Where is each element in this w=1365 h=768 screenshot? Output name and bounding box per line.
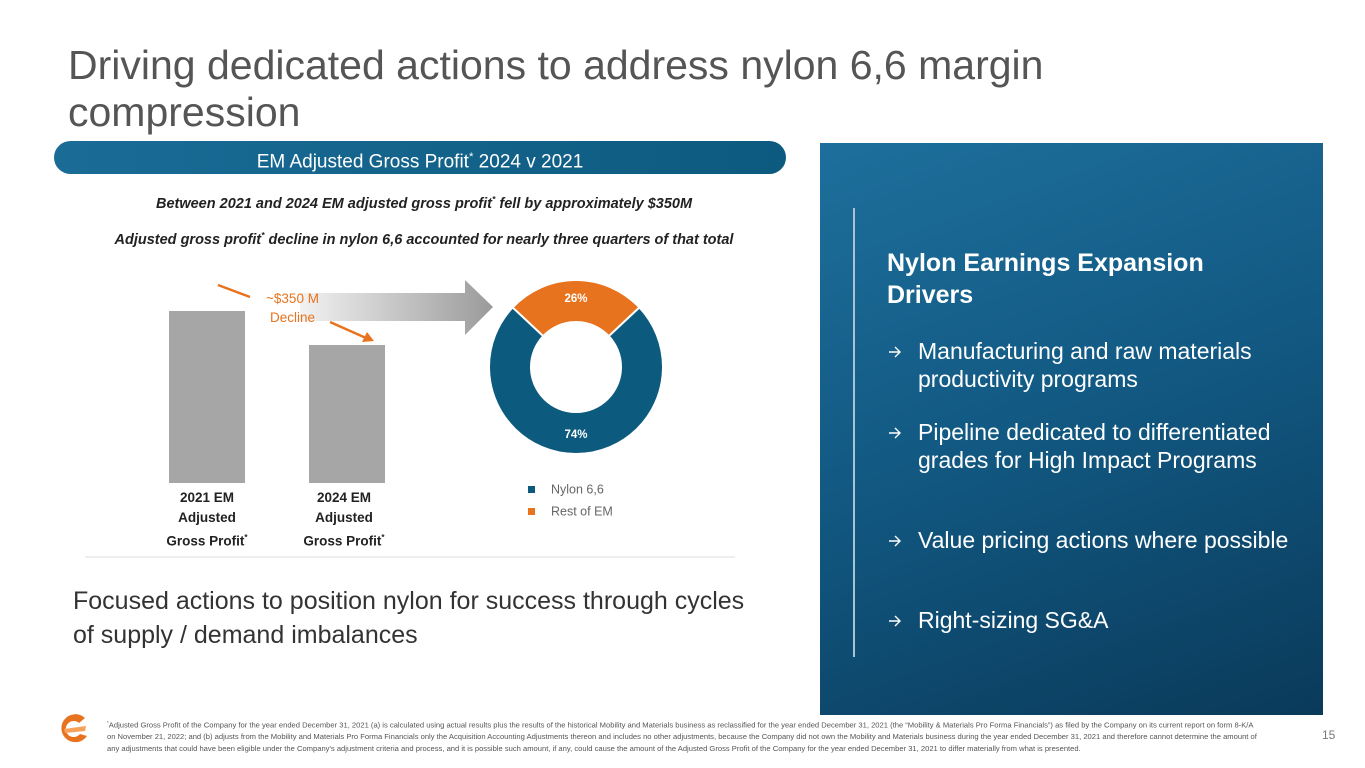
annotation-text: Decline	[269, 310, 316, 325]
footnote-mark: *	[107, 720, 109, 725]
legend-label: Rest of EM	[551, 504, 613, 518]
bar	[309, 345, 385, 483]
body-text: Focused actions to position nylon for su…	[73, 587, 745, 649]
bar-label-text: 2024 EM	[316, 490, 372, 505]
statement: Between 2021 and 2024 EM adjusted gross …	[54, 194, 794, 212]
donut-segment	[488, 306, 664, 455]
donut-chart: 26% 74% Nylon 6,6 Rest of EM	[488, 279, 664, 518]
footnote-text: Adjusted Gross Profit of the Company for…	[107, 720, 1257, 753]
bullet-arrow	[889, 427, 901, 439]
bullet: Manufacturing and raw materials producti…	[918, 338, 1252, 392]
bar-label-text: Adjusted	[315, 510, 373, 525]
bullet: Value pricing actions where possible	[918, 527, 1289, 553]
bar-label: 2021 EM Adjusted Gross Profit*	[152, 488, 262, 552]
panel-rule	[853, 208, 855, 657]
data-label: 74%	[564, 429, 587, 441]
legend-swatch	[528, 486, 535, 493]
bullet: Pipeline dedicated to differentiated gra…	[918, 419, 1271, 473]
bar-label: 2024 EM Adjusted Gross Profit*	[289, 488, 399, 552]
bullet-arrow	[889, 346, 901, 358]
bullet-arrow	[889, 615, 901, 627]
footnote-mark: *	[261, 230, 265, 240]
annotation-arrow	[329, 320, 367, 340]
donut-segment	[511, 279, 641, 338]
bar-label-text: Adjusted	[178, 510, 236, 525]
bar	[169, 311, 245, 483]
annotation-text: ~$350 M	[266, 291, 319, 306]
banner-text: EM Adjusted Gross Profit	[256, 151, 469, 173]
section-banner: EM Adjusted Gross Profit* 2024 v 2021	[54, 141, 786, 174]
footnote: *Adjusted Gross Profit of the Company fo…	[107, 717, 1257, 754]
bar-label-text: 2021 EM	[179, 490, 235, 505]
banner-text: 2024 v 2021	[473, 151, 584, 173]
bar-label-text: Gross Profit	[166, 533, 245, 549]
arrowhead	[362, 332, 374, 342]
statement: Adjusted gross profit* decline in nylon …	[54, 230, 794, 248]
footnote-mark: *	[468, 151, 474, 163]
footnote-mark: *	[244, 533, 248, 542]
legend-label: Nylon 6,6	[551, 482, 604, 496]
annotation-line	[217, 283, 251, 299]
logo	[61, 714, 87, 743]
footnote-mark: *	[492, 194, 496, 204]
annotation: ~$350 M Decline	[250, 289, 335, 327]
legend-swatch	[528, 508, 535, 515]
statement-text: Between 2021 and 2024 EM adjusted gross …	[155, 195, 492, 212]
panel-title: Nylon Earnings Expansion Drivers	[887, 249, 1204, 309]
bullet-arrow	[889, 535, 901, 547]
statement-text: Adjusted gross profit	[114, 231, 262, 248]
statement-text: decline in nylon 6,6 accounted for nearl…	[264, 231, 734, 248]
page-number: 15	[1322, 728, 1336, 742]
bullet: Right-sizing SG&A	[918, 607, 1109, 633]
bar-label-text: Gross Profit	[303, 533, 382, 549]
chart-area: 26% 74% Nylon 6,6 Rest of EM	[85, 279, 735, 558]
footnote-mark: *	[381, 533, 385, 542]
data-label: 26%	[564, 293, 587, 305]
statement-text: fell by approximately $350M	[495, 195, 693, 212]
side-panel	[820, 143, 1323, 715]
transition-arrow	[300, 280, 493, 335]
slide-title: Driving dedicated actions to address nyl…	[68, 42, 1044, 135]
